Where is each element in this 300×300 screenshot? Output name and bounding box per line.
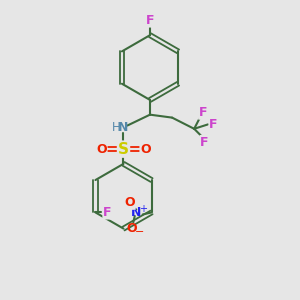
Text: F: F xyxy=(199,106,207,119)
Text: +: + xyxy=(139,204,147,214)
Text: F: F xyxy=(146,14,154,27)
Text: F: F xyxy=(103,206,112,219)
Text: N: N xyxy=(118,122,129,134)
Text: H: H xyxy=(112,122,121,134)
Text: O: O xyxy=(124,196,135,209)
Text: O: O xyxy=(140,142,151,156)
Text: O: O xyxy=(127,222,137,235)
Text: F: F xyxy=(200,136,209,148)
Text: S: S xyxy=(118,142,129,157)
Text: F: F xyxy=(209,118,218,131)
Text: O: O xyxy=(96,142,107,156)
Text: N: N xyxy=(131,206,141,219)
Text: −: − xyxy=(134,227,144,237)
